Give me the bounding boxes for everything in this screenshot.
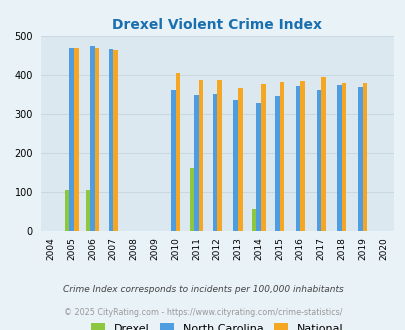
Bar (362, 83, 366, 231)
Bar (90, 46, 95, 231)
Bar (320, 77, 325, 231)
Bar (316, 90, 320, 231)
Bar (260, 84, 265, 231)
Title: Drexel Violent Crime Index: Drexel Violent Crime Index (112, 18, 322, 32)
Bar (274, 96, 279, 231)
Bar (295, 86, 300, 231)
Bar (109, 49, 113, 231)
Bar (251, 209, 256, 231)
Bar (65, 190, 69, 231)
Text: Crime Index corresponds to incidents per 100,000 inhabitants: Crime Index corresponds to incidents per… (62, 285, 343, 294)
Bar (217, 80, 221, 231)
Bar (113, 50, 117, 231)
Bar (341, 83, 345, 231)
Bar (175, 73, 180, 231)
Bar (69, 48, 74, 231)
Bar (194, 95, 198, 231)
Bar (233, 100, 237, 231)
Bar (74, 48, 79, 231)
Bar (357, 86, 362, 231)
Bar (212, 93, 217, 231)
Bar (198, 80, 203, 231)
Bar (95, 48, 99, 231)
Bar (279, 82, 283, 231)
Bar (300, 81, 304, 231)
Bar (337, 85, 341, 231)
Text: © 2025 CityRating.com - https://www.cityrating.com/crime-statistics/: © 2025 CityRating.com - https://www.city… (64, 308, 341, 317)
Bar (85, 190, 90, 231)
Bar (189, 168, 194, 231)
Bar (171, 90, 175, 231)
Legend: Drexel, North Carolina, National: Drexel, North Carolina, National (87, 318, 347, 330)
Bar (237, 88, 242, 231)
Bar (256, 103, 260, 231)
